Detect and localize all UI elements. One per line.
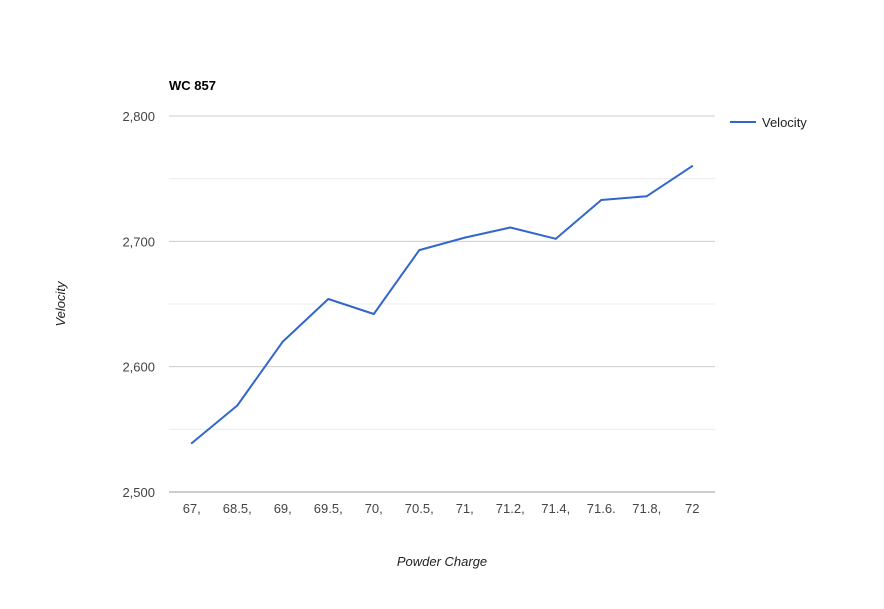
x-tick-label: 71.4, (541, 501, 570, 516)
x-tick-label: 68.5, (223, 501, 252, 516)
data-point[interactable] (463, 236, 466, 239)
x-tick-label: 67, (183, 501, 201, 516)
series-line-velocity[interactable] (191, 165, 693, 444)
y-axis-ticks: 2,500 2,600 2,700 2,800 (122, 109, 155, 500)
chart-title: WC 857 (169, 78, 216, 93)
data-point[interactable] (509, 226, 512, 229)
data-point[interactable] (600, 198, 603, 201)
x-tick-label: 70.5, (405, 501, 434, 516)
data-point[interactable] (645, 195, 648, 198)
x-axis-title: Powder Charge (397, 554, 487, 569)
y-tick-label: 2,600 (122, 360, 155, 375)
x-tick-label: 72 (685, 501, 699, 516)
x-tick-label: 71.8, (632, 501, 661, 516)
data-point[interactable] (691, 165, 694, 168)
x-axis-ticks: 67, 68.5, 69, 69.5, 70, 70.5, 71, 71.2, 71.4, 71.… (183, 501, 700, 516)
y-tick-label: 2,800 (122, 109, 155, 124)
x-tick-label: 69, (274, 501, 292, 516)
data-point[interactable] (190, 442, 193, 445)
x-tick-label: 71.2, (496, 501, 525, 516)
data-point[interactable] (281, 340, 284, 343)
data-point[interactable] (372, 313, 375, 316)
series-layer (190, 165, 694, 445)
data-point[interactable] (236, 404, 239, 407)
gridlines (169, 115, 715, 493)
x-tick-label: 71, (456, 501, 474, 516)
x-tick-label: 70, (365, 501, 383, 516)
legend[interactable]: Velocity (730, 115, 807, 130)
x-tick-label: 69.5, (314, 501, 343, 516)
data-point[interactable] (327, 297, 330, 300)
y-axis-title: Velocity (53, 280, 68, 327)
x-tick-label: 71.6. (587, 501, 616, 516)
data-point[interactable] (418, 249, 421, 252)
legend-label-velocity: Velocity (762, 115, 807, 130)
y-tick-label: 2,500 (122, 485, 155, 500)
y-tick-label: 2,700 (122, 234, 155, 249)
data-point[interactable] (554, 237, 557, 240)
